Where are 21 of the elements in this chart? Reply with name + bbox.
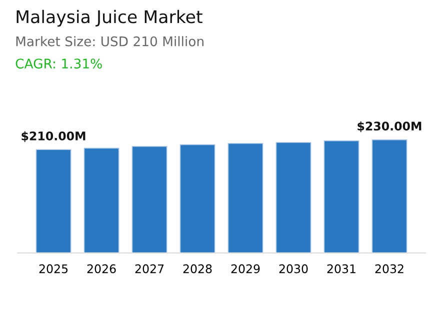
- bar: [324, 140, 360, 253]
- data-label: $230.00M: [358, 121, 422, 132]
- text: CAGR: 1.31%: [16, 58, 102, 69]
- x-tick-label: 2031: [327, 264, 356, 274]
- x-tick-label: 2026: [87, 264, 116, 274]
- x-tick-label: 2030: [279, 264, 308, 274]
- bar: [372, 139, 408, 253]
- bar: [180, 144, 216, 253]
- x-tick-label: 2028: [183, 264, 212, 274]
- chart-title: Malaysia Juice Market: [16, 10, 202, 27]
- bar: [84, 148, 120, 253]
- x-tick-label: 2032: [375, 264, 404, 274]
- bar: [228, 143, 264, 253]
- x-tick-label: 2027: [135, 264, 164, 274]
- bar: [276, 142, 312, 253]
- x-tick-label: 2025: [39, 264, 68, 274]
- bar: [36, 149, 72, 253]
- data-label: $210.00M: [22, 131, 86, 142]
- bar: [132, 146, 168, 253]
- x-tick-label: 2029: [231, 264, 260, 274]
- chart-subtitle: Market Size: USD 210 Million: [16, 36, 204, 46]
